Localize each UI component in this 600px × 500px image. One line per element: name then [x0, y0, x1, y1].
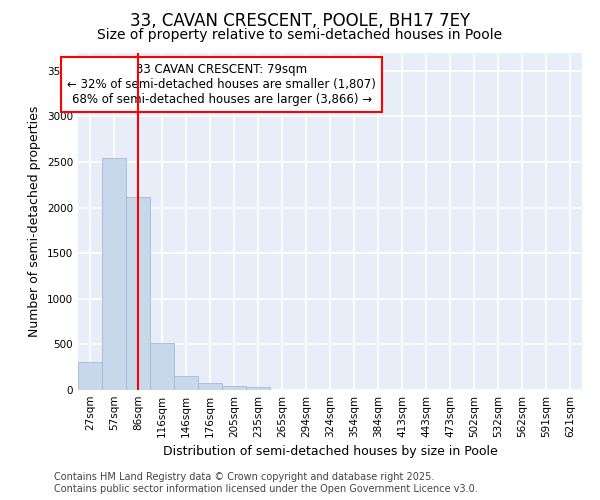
Text: Contains HM Land Registry data © Crown copyright and database right 2025.
Contai: Contains HM Land Registry data © Crown c… — [54, 472, 478, 494]
X-axis label: Distribution of semi-detached houses by size in Poole: Distribution of semi-detached houses by … — [163, 446, 497, 458]
Bar — [126, 196, 150, 390]
Bar — [222, 386, 246, 390]
Bar — [174, 376, 198, 390]
Bar — [78, 362, 102, 390]
Text: 33 CAVAN CRESCENT: 79sqm
← 32% of semi-detached houses are smaller (1,807)
68% o: 33 CAVAN CRESCENT: 79sqm ← 32% of semi-d… — [67, 62, 376, 106]
Bar — [150, 342, 174, 390]
Bar — [246, 387, 270, 390]
Bar — [102, 158, 126, 390]
Bar — [198, 383, 222, 390]
Y-axis label: Number of semi-detached properties: Number of semi-detached properties — [28, 106, 41, 337]
Text: 33, CAVAN CRESCENT, POOLE, BH17 7EY: 33, CAVAN CRESCENT, POOLE, BH17 7EY — [130, 12, 470, 30]
Text: Size of property relative to semi-detached houses in Poole: Size of property relative to semi-detach… — [97, 28, 503, 42]
